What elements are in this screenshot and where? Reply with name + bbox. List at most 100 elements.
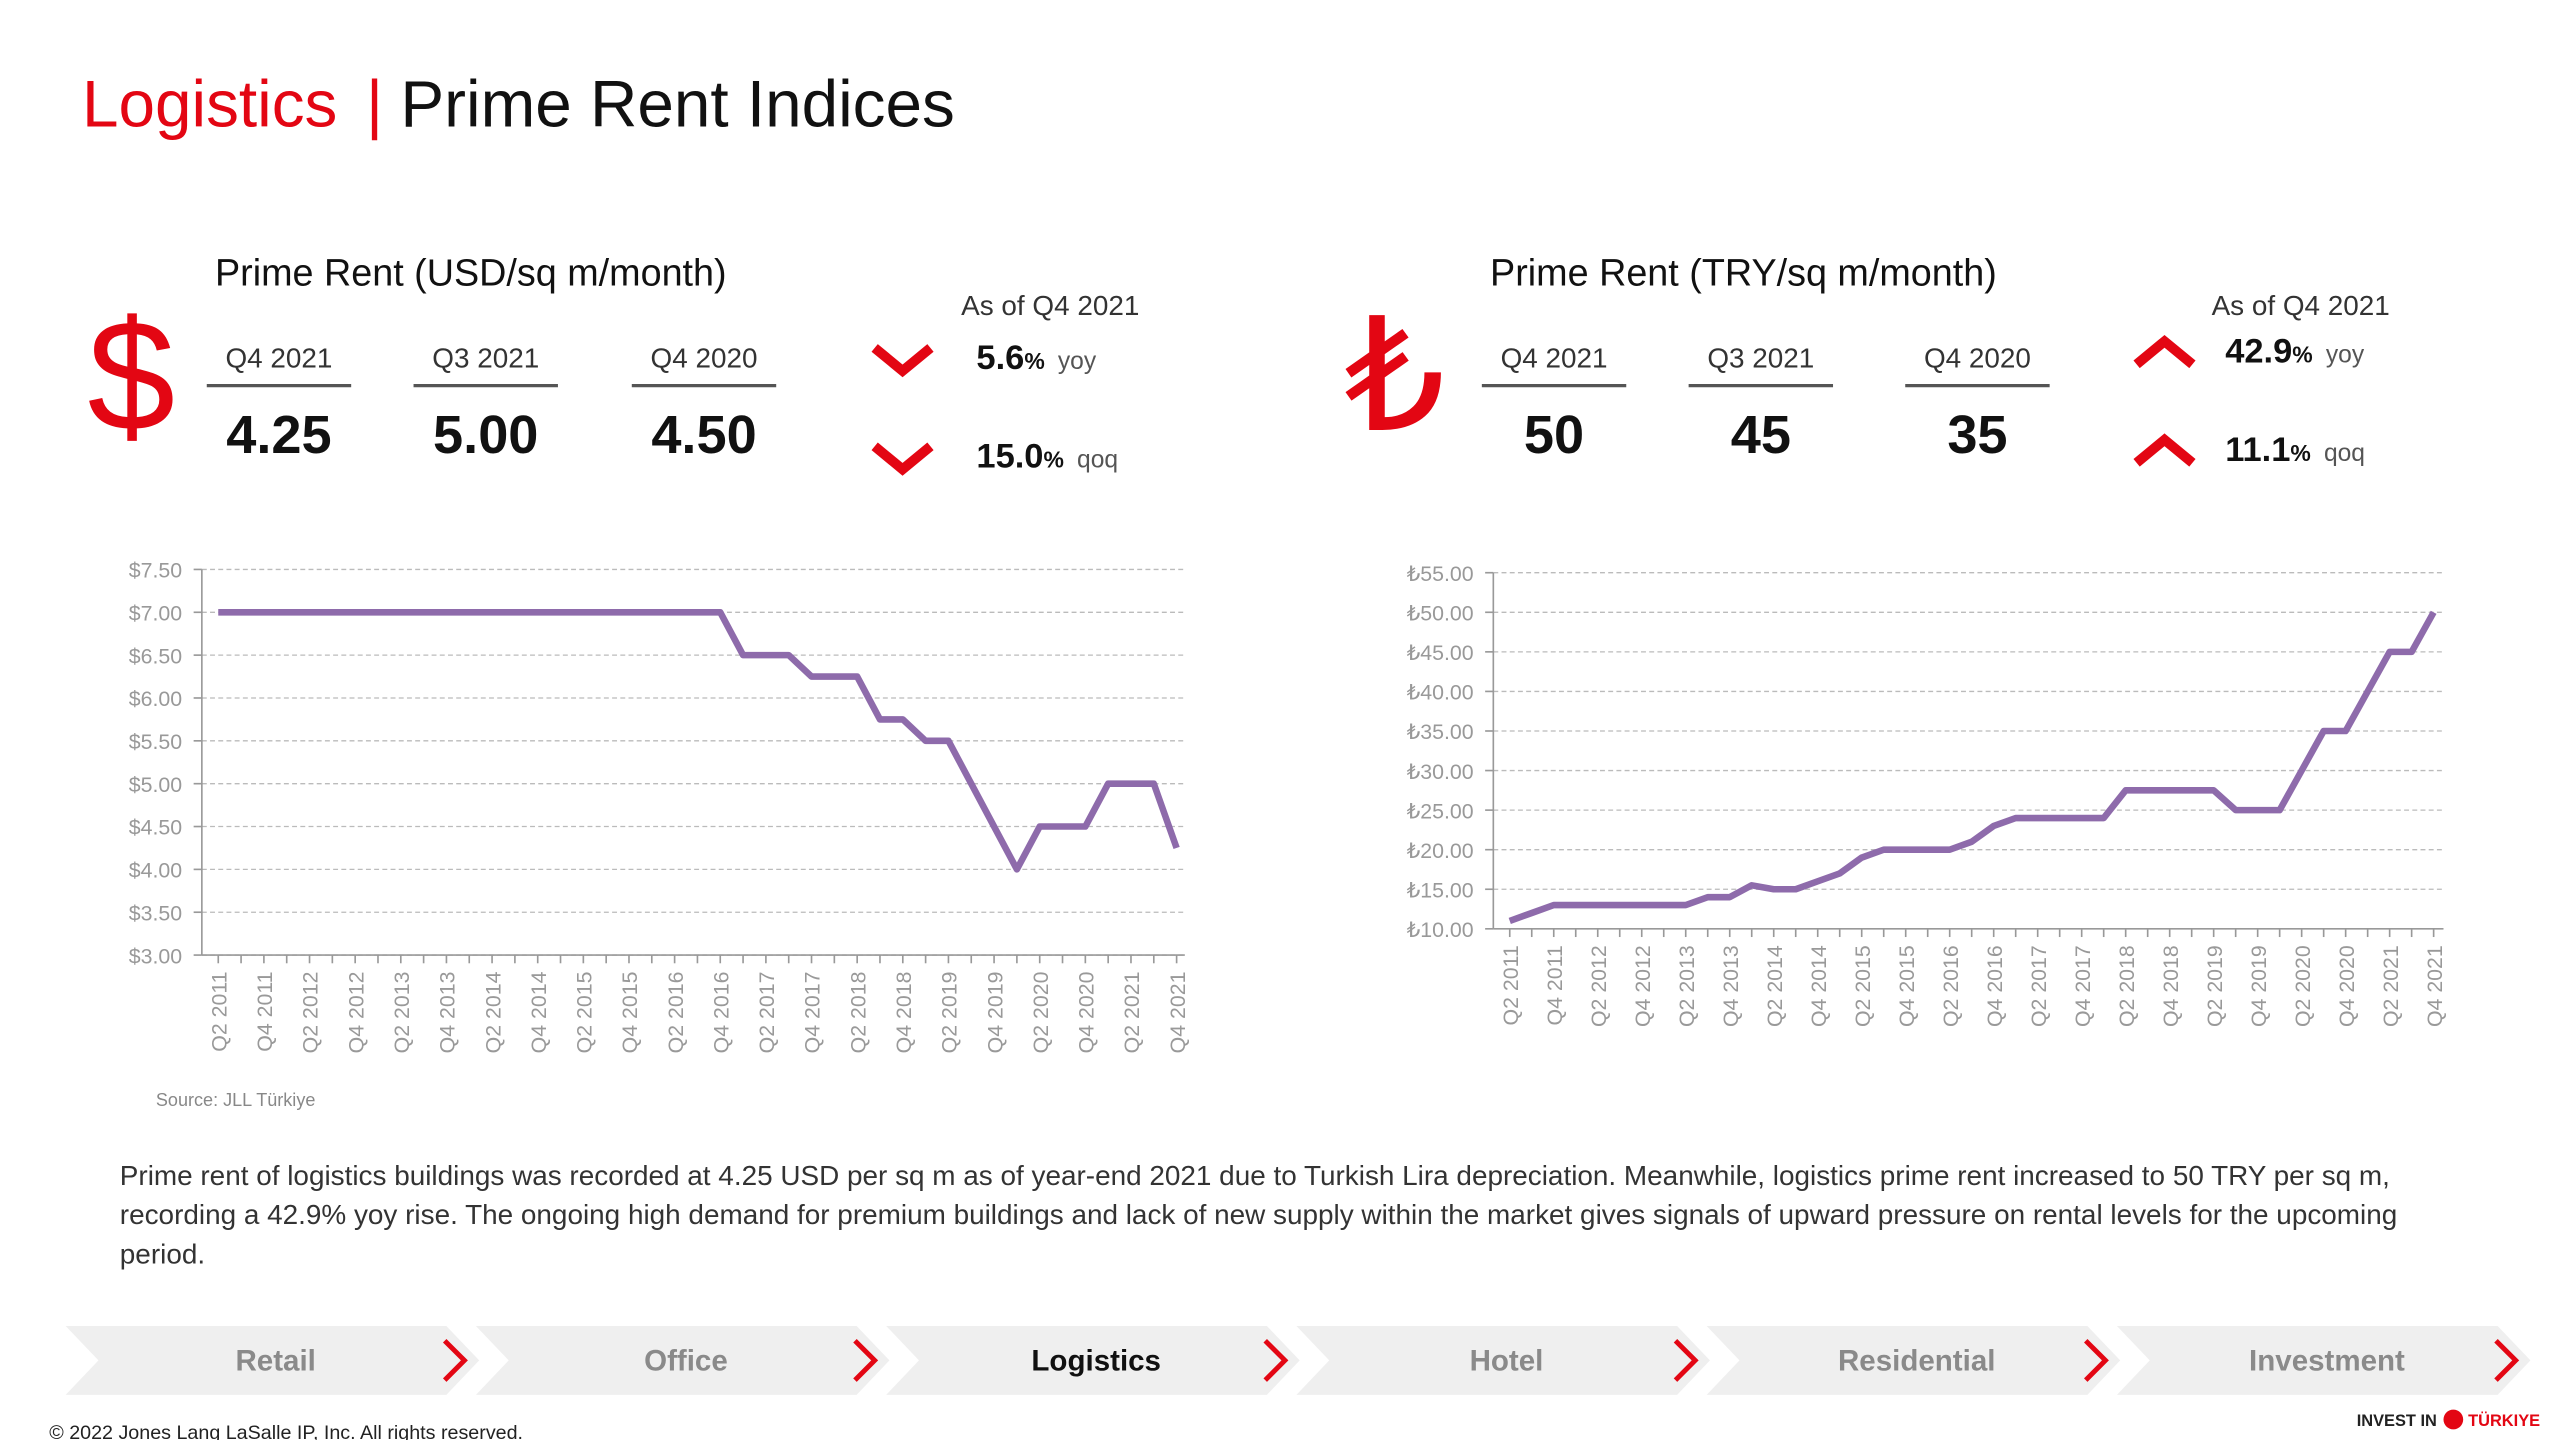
nav-item[interactable]: Residential [1838,1344,1995,1377]
y-tick-label: $7.00 [129,601,183,625]
nav-tab [475,1325,890,1395]
change-chevron [871,344,934,378]
y-tick-label: $6.50 [129,644,183,668]
paragraph: Prime rent of logistics buildings was re… [119,1160,2398,1271]
x-tick-label: Q4 2019 [983,971,1007,1053]
change: 15.0% qoq [976,438,1118,476]
currency-symbol: ₺ [1345,288,1445,464]
y-tick-label: ₺10.00 [1407,918,1474,942]
x-tick-label: Q4 2014 [1807,945,1831,1027]
change-chevron [871,442,934,476]
nav-tab [886,1325,1300,1395]
x-tick-label: Q4 2020 [2335,945,2359,1027]
change: 5.6% yoy [976,339,1096,377]
y-tick-label: $4.00 [129,859,183,883]
y-tick-label: ₺55.00 [1407,562,1474,586]
nav-item[interactable]: Hotel [1470,1344,1544,1377]
currency-symbol: $ [87,288,175,464]
x-tick-label: Q4 2016 [1983,945,2007,1027]
x-tick-label: Q4 2013 [1719,945,1743,1027]
x-tick-label: Q2 2018 [846,971,870,1053]
y-tick-label: ₺15.00 [1407,878,1474,902]
y-tick-label: $5.00 [129,773,183,797]
x-tick-label: Q4 2021 [1166,971,1190,1053]
x-tick-label: Q4 2019 [2247,945,2271,1027]
nav-arrow [853,1338,879,1382]
change-unit: % [2292,342,2312,368]
x-tick-label: Q4 2012 [344,971,368,1053]
y-tick-label: $6.00 [129,687,183,711]
title-section: Logistics [82,67,337,140]
nav-tab [65,1325,480,1395]
column-value: 45 [1731,405,1791,465]
x-tick-label: Q4 2018 [2159,945,2183,1027]
x-tick-label: Q2 2015 [1851,945,1875,1027]
x-tick-label: Q2 2017 [2027,945,2051,1027]
column-value: 4.25 [226,405,331,465]
x-tick-label: Q4 2017 [801,971,825,1053]
source: Source: JLL Türkiye [156,1090,316,1110]
column-label: Q3 2021 [432,343,539,374]
y-tick-label: ₺35.00 [1407,720,1474,744]
x-tick-label: Q2 2016 [664,971,688,1053]
x-tick-label: Q4 2021 [2423,945,2447,1027]
nav-item[interactable]: Retail [235,1344,315,1377]
as-of: As of Q4 2021 [961,290,1139,321]
change: 11.1% qoq [2225,431,2365,469]
nav-arrow [442,1338,468,1382]
column-value: 4.50 [651,405,756,465]
change-label: qoq [1077,447,1118,474]
nav-item[interactable]: Logistics [1031,1344,1161,1377]
nav-tab [2116,1325,2531,1395]
x-tick-label: Q2 2014 [1763,945,1787,1027]
line [1508,610,2437,924]
x-tick-label: Q2 2015 [573,971,597,1053]
title: Prime Rent Indices [400,67,954,140]
nav-item[interactable]: Office [644,1344,728,1377]
nav-item[interactable]: Investment [2249,1344,2405,1377]
x-tick-label: Q2 2011 [1499,945,1523,1025]
column-label: Q4 2020 [1924,343,2031,374]
x-tick-label: Q4 2015 [1895,945,1919,1027]
y-tick-label: ₺40.00 [1407,681,1474,705]
title-separator: | [366,67,383,140]
change: 42.9% yoy [2225,333,2365,371]
change-value: 42.9 [2225,333,2292,371]
x-tick-label: Q4 2011 [253,971,277,1051]
change-label: yoy [1058,348,1097,375]
nav-arrow [2084,1338,2109,1382]
y-tick-label: ₺25.00 [1407,799,1474,823]
x-tick-label: Q4 2017 [2071,945,2095,1027]
logo-right: TÜRKIYE [2468,1411,2540,1430]
y-tick-label: ₺30.00 [1407,760,1474,784]
column-value: 35 [1947,405,2007,465]
x-tick-label: Q2 2019 [2203,945,2227,1027]
column-value: 5.00 [433,405,538,465]
nav-tab [1296,1325,1710,1395]
x-tick-label: Q2 2020 [2291,945,2315,1027]
x-tick-label: Q2 2016 [1939,945,1963,1027]
x-tick-label: Q2 2018 [2115,945,2139,1027]
change-unit: % [2290,440,2310,466]
panel-heading: Prime Rent (TRY/sq m/month) [1490,252,1997,294]
x-tick-label: Q2 2021 [1120,971,1144,1053]
y-tick-label: $4.50 [129,816,183,840]
change-chevron [2133,433,2196,467]
x-tick-label: Q2 2011 [207,971,231,1051]
x-tick-label: Q4 2016 [709,971,733,1053]
paragraph-box: Prime rent of logistics buildings was re… [119,1160,2398,1271]
change-value: 15.0 [976,438,1043,476]
change-unit: % [1024,348,1044,374]
x-tick-label: Q2 2012 [1587,945,1611,1027]
y-tick-label: ₺50.00 [1407,601,1474,625]
x-tick-label: Q4 2011 [1543,945,1567,1025]
nav-tab [1706,1325,2121,1395]
y-tick-label: $3.50 [129,901,183,925]
nav-arrow [1263,1338,1289,1382]
x-tick-label: Q2 2013 [1675,945,1699,1027]
y-tick-label: ₺45.00 [1407,641,1474,665]
column-label: Q3 2021 [1707,343,1814,374]
y-tick-label: $5.50 [129,730,183,754]
x-tick-label: Q2 2020 [1029,971,1053,1053]
